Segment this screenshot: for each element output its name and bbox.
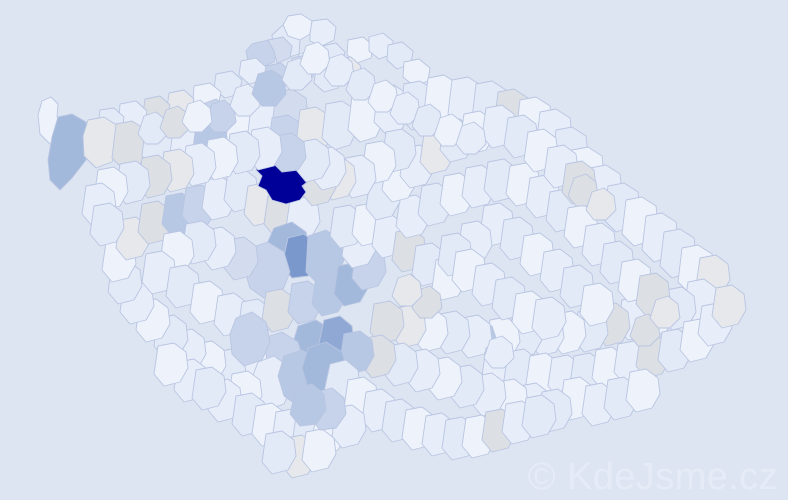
- map-district[interactable]: [310, 19, 336, 46]
- map-district[interactable]: [580, 283, 614, 326]
- map-district[interactable]: [192, 367, 226, 410]
- map-district[interactable]: [290, 384, 326, 426]
- map-district[interactable]: [262, 431, 296, 474]
- map-district[interactable]: [302, 429, 336, 472]
- map-district[interactable]: [268, 37, 292, 63]
- map-district[interactable]: [182, 100, 212, 132]
- map-district[interactable]: [83, 117, 120, 168]
- map-district[interactable]: [712, 285, 746, 328]
- map-district[interactable]: [230, 312, 270, 366]
- map-district[interactable]: [626, 369, 660, 412]
- map-district[interactable]: [484, 336, 514, 368]
- districts-layer[interactable]: [38, 14, 746, 478]
- map-district[interactable]: [586, 188, 616, 220]
- map-district[interactable]: [252, 70, 286, 106]
- map-district[interactable]: [138, 112, 168, 144]
- map-district[interactable]: [370, 301, 404, 344]
- map-district[interactable]: [300, 42, 330, 74]
- map-district[interactable]: [48, 114, 92, 190]
- map-district[interactable]: [532, 297, 566, 340]
- map-district[interactable]: [630, 314, 660, 346]
- map-district[interactable]: [154, 343, 188, 386]
- map-district[interactable]: [650, 296, 680, 328]
- map-district[interactable]: [160, 106, 190, 138]
- map-district[interactable]: [392, 274, 422, 306]
- map-district[interactable]: [456, 122, 486, 154]
- map-district[interactable]: [347, 37, 373, 63]
- map-district[interactable]: [90, 203, 124, 246]
- watermark-kdejsme: © KdeJsme.cz: [527, 456, 778, 498]
- map-district[interactable]: [522, 395, 556, 438]
